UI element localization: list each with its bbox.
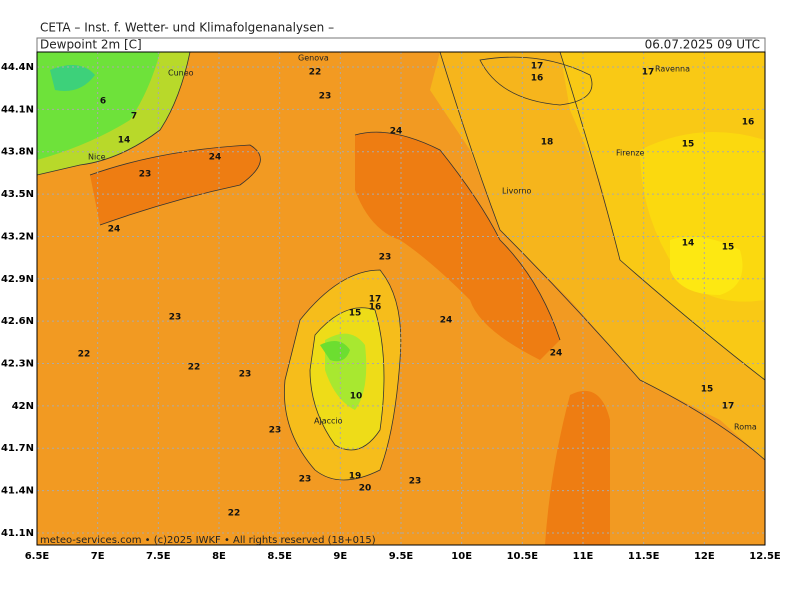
contour-label: 24 xyxy=(390,127,403,137)
lon-label: 9E xyxy=(333,551,347,562)
lon-label: 7.5E xyxy=(146,551,171,562)
contour-label: 17 xyxy=(722,402,735,412)
contour-label: 24 xyxy=(440,316,453,326)
place-name: Ravenna xyxy=(655,65,690,74)
lat-label: 44.4N xyxy=(1,62,34,73)
lat-label: 42.3N xyxy=(1,359,34,370)
contour-label: 14 xyxy=(118,136,131,146)
place-name: Livorno xyxy=(502,187,532,196)
lon-label: 9.5E xyxy=(389,551,414,562)
lon-label: 12.5E xyxy=(749,551,781,562)
contour-label: 19 xyxy=(349,472,362,482)
contour-label: 22 xyxy=(78,350,91,360)
map-title: Dewpoint 2m [C] xyxy=(40,38,142,52)
lon-label: 10.5E xyxy=(507,551,539,562)
contour-label: 14 xyxy=(682,239,695,249)
contour-label: 15 xyxy=(722,243,735,253)
lon-label: 11E xyxy=(573,551,594,562)
contour-label: 23 xyxy=(269,426,282,436)
contour-label: 6 xyxy=(100,97,106,107)
contour-label: 15 xyxy=(682,140,695,150)
lon-label: 6.5E xyxy=(25,551,50,562)
contour-label: 22 xyxy=(309,68,322,78)
lon-label: 11.5E xyxy=(628,551,660,562)
lat-label: 41.7N xyxy=(1,443,34,454)
graticule xyxy=(37,52,765,545)
lon-label: 10E xyxy=(451,551,472,562)
contour-label: 16 xyxy=(531,74,544,84)
contour-label: 16 xyxy=(742,118,755,128)
source-line: CETA – Inst. f. Wetter- und Klimafolgena… xyxy=(40,21,334,35)
contour-label: 23 xyxy=(239,370,252,380)
contour-label: 23 xyxy=(169,313,182,323)
lat-label: 43.5N xyxy=(1,189,34,200)
place-name: Cuneo xyxy=(168,69,194,78)
contour-label: 15 xyxy=(349,309,362,319)
contour-label: 16 xyxy=(369,303,382,313)
lon-label: 8E xyxy=(212,551,226,562)
contour-label: 23 xyxy=(299,475,312,485)
map-frame xyxy=(36,51,766,546)
contour-label: 23 xyxy=(409,477,422,487)
contour-label: 17 xyxy=(531,62,544,72)
contour-label: 22 xyxy=(228,509,241,519)
lat-label: 42.9N xyxy=(1,274,34,285)
contour-label: 10 xyxy=(350,392,363,402)
contour-label: 7 xyxy=(131,112,137,122)
lat-label: 43.2N xyxy=(1,231,34,242)
place-name: Ajaccio xyxy=(314,417,343,426)
contour-label: 20 xyxy=(359,484,372,494)
place-name: Nice xyxy=(88,153,106,162)
lat-label: 42.6N xyxy=(1,316,34,327)
contour-label: 22 xyxy=(188,363,201,373)
place-name: Genova xyxy=(298,54,329,63)
lon-label: 8.5E xyxy=(267,551,292,562)
contour-label: 23 xyxy=(319,92,332,102)
timestamp: 06.07.2025 09 UTC xyxy=(645,38,760,52)
lon-label: 12E xyxy=(694,551,715,562)
lat-label: 41.4N xyxy=(1,486,34,497)
contour-label: 15 xyxy=(701,385,714,395)
lat-label: 42N xyxy=(12,401,34,412)
contour-label: 24 xyxy=(209,153,222,163)
contour-label: 24 xyxy=(550,349,563,359)
contour-label: 18 xyxy=(541,138,554,148)
lon-label: 7E xyxy=(91,551,105,562)
footer: meteo-services.com • (c)2025 IWKF • All … xyxy=(40,535,376,546)
contour-label: 23 xyxy=(139,170,152,180)
lat-label: 44.1N xyxy=(1,104,34,115)
contour-label: 24 xyxy=(108,225,121,235)
contour-label: 17 xyxy=(642,68,655,78)
lat-label: 43.8N xyxy=(1,147,34,158)
contour-label: 17 xyxy=(369,295,382,305)
place-name: Firenze xyxy=(616,149,645,158)
contour-label: 23 xyxy=(379,253,392,263)
lat-label: 41.1N xyxy=(1,528,34,539)
place-name: Roma xyxy=(734,423,757,432)
